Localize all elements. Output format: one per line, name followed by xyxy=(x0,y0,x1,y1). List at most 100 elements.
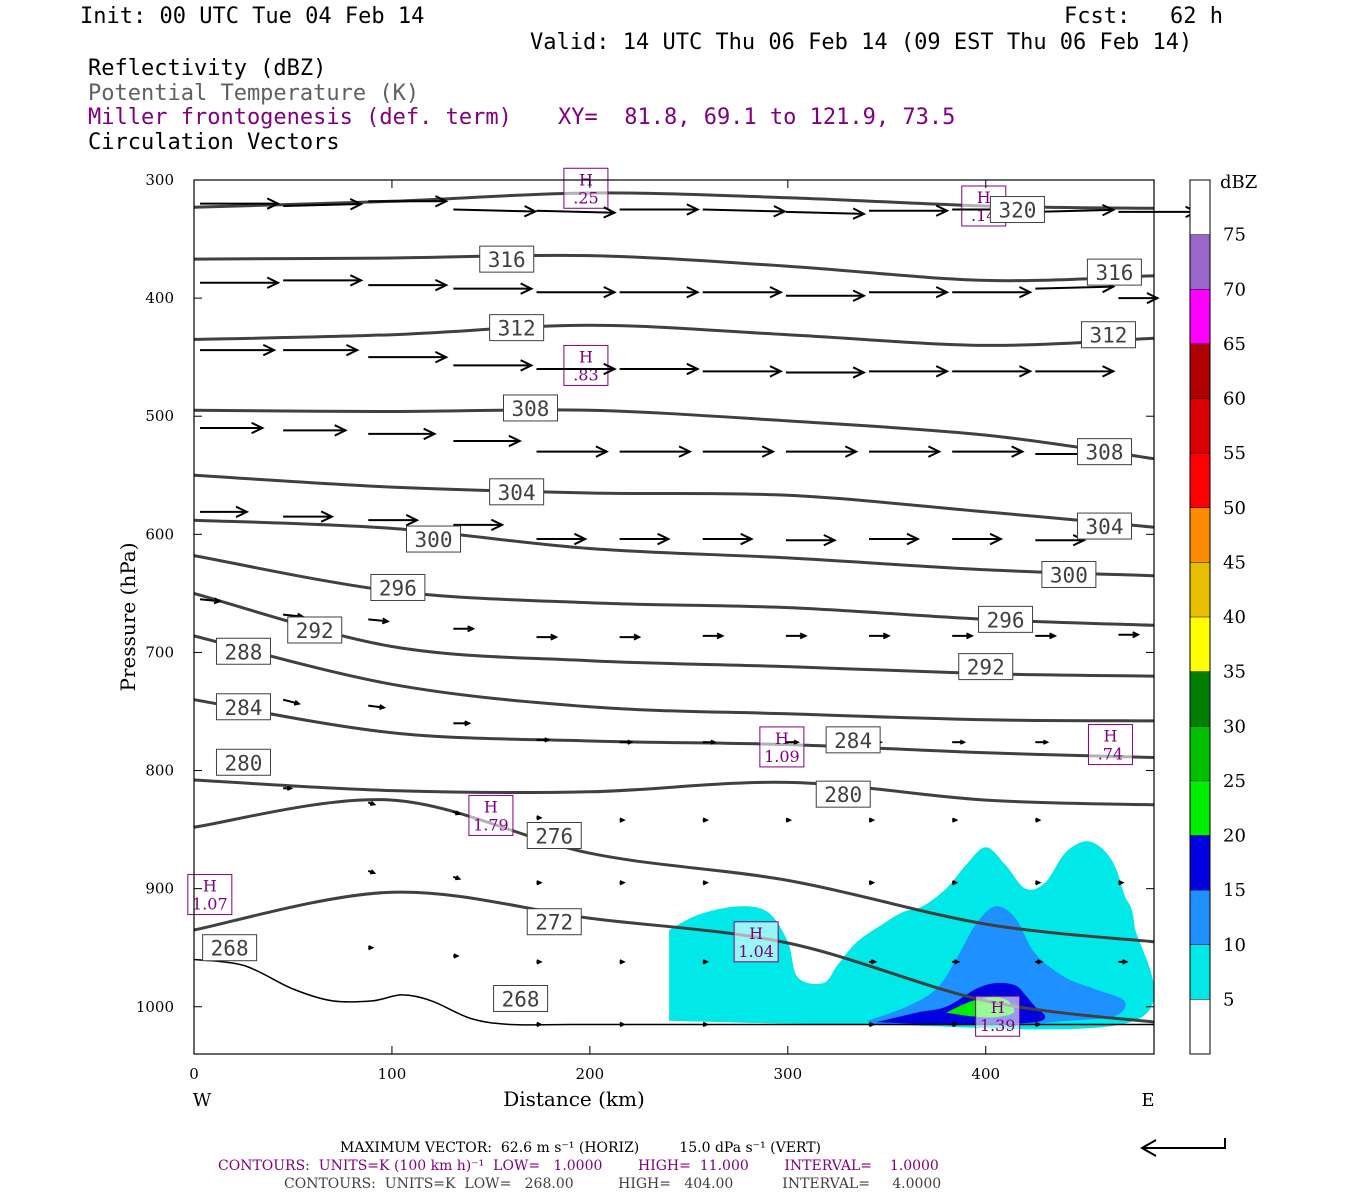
circulation-vector xyxy=(368,704,387,711)
theta-label-box xyxy=(489,478,545,506)
theta-label-text: 320 xyxy=(998,199,1036,223)
vector-head xyxy=(536,880,543,886)
circulation-vector xyxy=(619,362,700,376)
vector-head xyxy=(523,205,538,218)
theta-label-text: 296 xyxy=(379,576,417,600)
theta-label-text: 276 xyxy=(535,825,573,849)
fronto-max-value: 1.79 xyxy=(473,815,509,834)
vector-shaft xyxy=(1035,285,1114,290)
circulation-vector xyxy=(868,817,876,823)
vector-head xyxy=(965,632,975,640)
theta-label-text: 312 xyxy=(498,317,536,341)
reflectivity-region-10dbz-1 xyxy=(867,906,1126,1025)
fronto-max-6: H1.07 xyxy=(187,874,233,916)
vector-head xyxy=(935,286,950,299)
theta-contour-304 xyxy=(193,473,1155,529)
vector-head xyxy=(823,534,837,547)
circulation-vector xyxy=(619,817,626,823)
circulation-vector xyxy=(368,514,420,527)
vector-head xyxy=(852,366,867,379)
y-tick-label: 300 xyxy=(145,171,174,189)
theta-label-box xyxy=(406,525,462,553)
theta-label-text: 312 xyxy=(1090,324,1128,348)
vector-head xyxy=(334,424,348,437)
theta-label-308: 308 xyxy=(502,394,558,422)
vector-head xyxy=(453,953,460,959)
colorbar-title: dBZ xyxy=(1220,172,1257,193)
fronto-max-label: H xyxy=(749,924,763,943)
vector-head xyxy=(381,617,390,625)
y-axis-label: Pressure (hPa) xyxy=(116,543,140,692)
vector-head xyxy=(603,286,617,299)
circulation-vector xyxy=(283,343,360,357)
vector-head xyxy=(603,362,617,376)
colorbar-swatch xyxy=(1190,507,1210,563)
fronto-max-box xyxy=(468,794,514,836)
theta-label-box xyxy=(370,573,426,601)
theta-contour-276 xyxy=(193,798,1155,944)
colorbar-swatch xyxy=(1190,835,1210,891)
theta-contour-300 xyxy=(193,518,1155,578)
fronto-max-box xyxy=(1087,724,1133,766)
valid-time: Valid: 14 UTC Thu 06 Feb 14 (09 EST Thu … xyxy=(530,30,1193,55)
circulation-vector xyxy=(200,421,265,435)
circulation-vector xyxy=(785,632,808,640)
theta-label-text: 280 xyxy=(824,783,862,807)
x-axis-label: Distance (km) xyxy=(503,1087,645,1111)
vector-head xyxy=(349,198,364,211)
colorbar-swatch xyxy=(1190,234,1210,290)
fronto-max-box xyxy=(563,167,609,209)
vector-head xyxy=(520,359,534,372)
circulation-vector xyxy=(619,633,642,641)
circulation-vector xyxy=(702,632,725,640)
vector-head xyxy=(959,739,967,745)
vector-head xyxy=(434,278,449,292)
vector-head xyxy=(368,945,375,951)
circulation-vector xyxy=(702,817,709,823)
vector-shaft xyxy=(368,704,384,709)
legend-frontogenesis: Miller frontogenesis (def. term) xyxy=(88,105,512,130)
y-tick-label: 400 xyxy=(145,289,174,307)
circulation-vector xyxy=(1035,203,1116,217)
legend-xy: XY= 81.8, 69.1 to 121.9, 73.5 xyxy=(558,105,956,130)
circulation-vector xyxy=(536,815,543,821)
colorbar-tick-label: 50 xyxy=(1223,498,1246,519)
circulation-vector xyxy=(702,445,776,458)
circulation-vector xyxy=(367,800,377,806)
colorbar-tick-label: 55 xyxy=(1223,443,1246,464)
fronto-max-3: H1.09 xyxy=(759,726,805,768)
theta-label-box xyxy=(1080,321,1136,349)
theta-label-276: 276 xyxy=(526,822,582,849)
circulation-vector xyxy=(536,880,543,886)
colorbar-swatch xyxy=(1190,562,1210,617)
theta-contour-316 xyxy=(193,253,1155,283)
fronto-max-value: 1.07 xyxy=(192,895,228,914)
circulation-vector xyxy=(869,445,942,458)
circulation-vector xyxy=(952,532,1004,546)
colorbar-swatch xyxy=(1190,944,1210,1000)
circulation-vector xyxy=(952,286,1033,299)
colorbar-tick-label: 20 xyxy=(1223,826,1246,847)
vector-head xyxy=(235,505,250,519)
vector-shaft xyxy=(283,613,303,618)
circulation-vector xyxy=(785,534,837,547)
vector-head xyxy=(769,286,784,299)
vector-head xyxy=(852,207,867,220)
circulation-vector xyxy=(952,959,961,965)
circulation-vector xyxy=(702,286,784,299)
circulation-vector xyxy=(619,1021,626,1028)
circulation-vector xyxy=(536,737,551,743)
circulation-vector xyxy=(536,286,617,299)
vector-head xyxy=(455,875,462,881)
fronto-max-label: H xyxy=(775,729,789,748)
vector-head xyxy=(799,632,808,640)
vector-head xyxy=(844,445,859,458)
theta-contour-288 xyxy=(193,634,1155,723)
circulation-vector xyxy=(702,739,717,745)
theta-label-304: 304 xyxy=(489,478,545,506)
vector-head xyxy=(262,343,277,357)
circulation-vector xyxy=(1035,739,1050,745)
legend-vectors: Circulation Vectors xyxy=(88,130,340,155)
vector-head xyxy=(1146,292,1160,305)
vector-head xyxy=(1102,365,1116,378)
